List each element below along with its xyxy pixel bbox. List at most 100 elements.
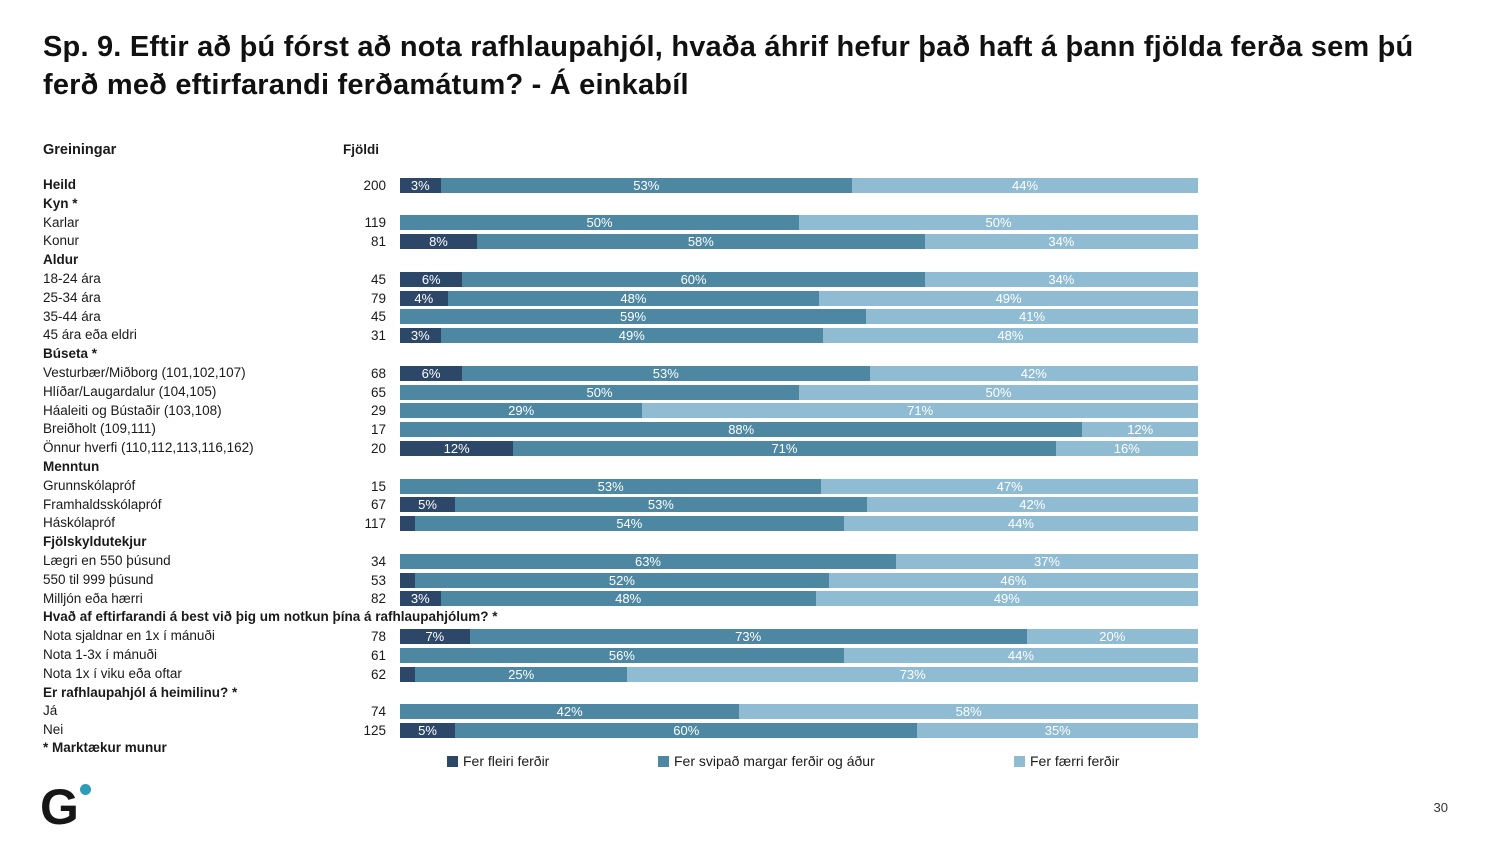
table-row: Nei 125 5% 60% 35%: [43, 721, 1198, 740]
bar-segment-value: 49%: [993, 591, 1020, 607]
table-row: Nota sjaldnar en 1x í mánuði 78 7% 73% 20%: [43, 627, 1198, 646]
bar-segment-value: 7%: [425, 629, 445, 645]
row-label: Konur: [43, 233, 80, 249]
column-header-analysis: Greiningar: [43, 142, 117, 158]
bar-segment-value: 48%: [997, 328, 1024, 344]
bar-segment-fewer-trips: 58%: [739, 704, 1198, 720]
bar-segment-value: 50%: [985, 384, 1012, 400]
bar-segment-value: 48%: [620, 290, 647, 306]
row-label: Framhaldsskólapróf: [43, 496, 162, 512]
bar-segment-value: 44%: [1007, 516, 1034, 532]
row-label: Breiðholt (109,111): [43, 421, 156, 437]
bar-segment-value: 50%: [586, 384, 613, 400]
bar-segment-same-trips: 48%: [440, 591, 816, 607]
bar-segment-same-trips: 49%: [440, 328, 823, 344]
bar-segment-same-trips: 71%: [513, 441, 1056, 457]
table-row: 18-24 ára 45 6% 60% 34%: [43, 270, 1198, 289]
row-label: Hvað af eftirfarandi á best við þig um n…: [43, 609, 498, 625]
row-count: 53: [370, 572, 386, 588]
row-count: 81: [370, 234, 386, 250]
stacked-bar: 63% 37%: [400, 553, 1198, 569]
bar-segment-value: 49%: [618, 328, 645, 344]
gallup-logo: G: [40, 782, 110, 838]
bar-segment-more-trips: 3%: [400, 328, 441, 344]
bar-segment-value: 3%: [410, 177, 430, 193]
table-row: Háaleiti og Bústaðir (103,108) 29 29% 71%: [43, 402, 1198, 421]
stacked-bar: 5% 60% 35%: [400, 723, 1198, 738]
bar-segment-value: 71%: [907, 403, 934, 419]
row-count: 125: [363, 723, 386, 738]
row-label: Nota 1x í viku eða oftar: [43, 665, 182, 681]
row-count: 78: [370, 629, 386, 645]
bar-segment-same-trips: 53%: [455, 497, 867, 513]
row-label: Vesturbær/Miðborg (101,102,107): [43, 364, 246, 380]
bar-segment-value: 58%: [687, 234, 714, 250]
stacked-bar: 88% 12%: [400, 422, 1198, 438]
table-row: Önnur hverfi (110,112,113,116,162) 20 12% 7…: [43, 439, 1198, 458]
bar-segment-more-trips: 5%: [400, 497, 456, 513]
bar-segment-value: 73%: [735, 629, 762, 645]
bar-segment-same-trips: 53%: [400, 478, 822, 494]
stacked-bar: 52% 46%: [400, 572, 1198, 588]
legend-label: Fer svipað margar ferðir og áður: [674, 753, 875, 769]
bar-segment-value: 34%: [1048, 271, 1075, 287]
bar-segment-more-trips: 8%: [400, 234, 477, 250]
bar-segment-same-trips: 59%: [400, 309, 867, 325]
bar-segment-value: 63%: [634, 553, 661, 569]
bar-segment-same-trips: 58%: [476, 234, 925, 250]
bar-segment-more-trips: 3%: [400, 591, 441, 607]
bar-segment-value: 5%: [418, 723, 437, 738]
bar-segment-same-trips: 50%: [400, 215, 799, 231]
legend-swatch-more-trips-icon: [447, 755, 458, 767]
table-row: Framhaldsskólapróf 67 5% 53% 42%: [43, 496, 1198, 515]
bar-segment-value: 53%: [652, 365, 679, 381]
stacked-bar: 3% 53% 44%: [400, 177, 1198, 193]
bar-segment-value: 73%: [899, 666, 926, 682]
bar-segment-same-trips: 63%: [400, 553, 896, 569]
legend-item-more-trips: Fer fleiri ferðir: [447, 753, 549, 769]
row-label: Nei: [43, 722, 64, 738]
bar-segment-value: 42%: [1020, 365, 1047, 381]
row-label: 25-34 ára: [43, 289, 101, 305]
table-row: Nota 1-3x í mánuði 61 56% 44%: [43, 646, 1198, 665]
section-header-row: Menntun: [43, 458, 1198, 477]
row-label: Nota sjaldnar en 1x í mánuði: [43, 628, 215, 644]
rows: Heild 200 3% 53% 44% Kyn * Karlar 119 50% 50% Konu…: [43, 176, 1198, 740]
bar-segment-value: 20%: [1099, 629, 1126, 645]
bar-segment-same-trips: 52%: [414, 572, 829, 588]
table-row: Grunnskólapróf 15 53% 47%: [43, 477, 1198, 496]
bar-segment-value: 58%: [955, 704, 982, 720]
bar-segment-value: 29%: [508, 403, 535, 419]
bar-segment-fewer-trips: 44%: [843, 516, 1198, 532]
bar-segment-value: 53%: [597, 478, 624, 494]
page-number: 30: [1433, 800, 1448, 815]
stacked-bar: 59% 41%: [400, 309, 1198, 325]
bar-segment-value: 50%: [586, 215, 613, 231]
bar-segment-value: 53%: [647, 497, 674, 513]
row-label: Heild: [43, 177, 77, 192]
row-count: 119: [364, 215, 386, 231]
bar-segment-value: 88%: [728, 422, 755, 438]
bar-segment-more-trips: [400, 666, 415, 682]
row-label: Hlíðar/Laugardalur (104,105): [43, 383, 217, 399]
table-row: Lægri en 550 þúsund 34 63% 37%: [43, 552, 1198, 571]
row-count: 34: [370, 553, 386, 569]
bar-segment-value: 44%: [1012, 177, 1039, 193]
bar-segment-fewer-trips: 20%: [1026, 629, 1198, 645]
stacked-bar: 6% 53% 42%: [400, 365, 1198, 381]
row-count: 79: [370, 290, 386, 306]
bar-segment-same-trips: 48%: [447, 290, 820, 306]
bar-segment-same-trips: 53%: [440, 177, 853, 193]
bar-segment-fewer-trips: 46%: [828, 572, 1198, 588]
logo-dot-icon: [80, 784, 91, 795]
bar-segment-value: 8%: [429, 234, 448, 250]
stacked-bar: 50% 50%: [400, 215, 1198, 231]
legend-item-same-trips: Fer svipað margar ferðir og áður: [658, 753, 875, 769]
bar-segment-value: 44%: [1007, 647, 1034, 663]
row-count: 45: [370, 271, 386, 287]
bar-segment-value: 53%: [633, 177, 660, 193]
legend-swatch-same-trips-icon: [658, 755, 669, 767]
row-count: 74: [370, 704, 386, 720]
bar-segment-value: 4%: [414, 290, 434, 306]
row-label: Karlar: [43, 214, 80, 230]
